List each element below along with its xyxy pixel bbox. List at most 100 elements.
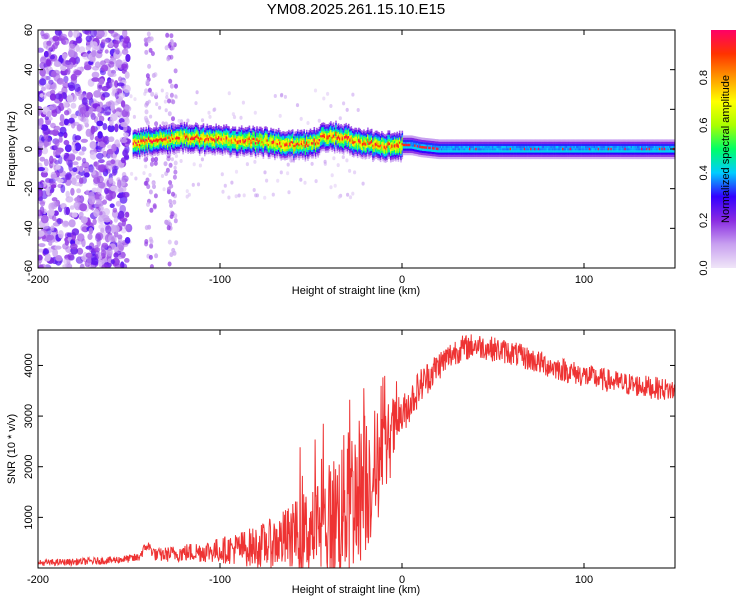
- ridge-cell: [409, 142, 411, 145]
- ridge-cell: [356, 134, 359, 137]
- ridge-cell: [137, 130, 140, 133]
- ridge-cell: [490, 145, 493, 149]
- ridge-cell: [150, 145, 153, 148]
- ridge-cell: [428, 140, 430, 143]
- ridge-cell: [370, 130, 373, 134]
- ridge-cell: [290, 136, 293, 139]
- ridge-cell: [358, 138, 360, 141]
- ridge-cell: [242, 149, 244, 152]
- ridge-cell: [465, 145, 467, 149]
- ridge-cell: [494, 141, 497, 144]
- ridge-cell: [369, 129, 372, 132]
- ridge-cell: [504, 139, 507, 142]
- ridge-cell: [512, 150, 514, 153]
- ridge-cell: [337, 147, 340, 150]
- ridge-cell: [336, 124, 339, 127]
- faint-cell: [213, 107, 217, 112]
- ridge-cell: [499, 139, 502, 142]
- ridge-cell: [388, 145, 391, 148]
- ridge-cell: [135, 151, 137, 154]
- ridge-cell: [161, 152, 164, 155]
- ridge-cell: [355, 143, 358, 146]
- ridge-cell: [184, 139, 187, 142]
- faint-cell: [148, 173, 152, 177]
- ridge-cell: [349, 144, 351, 147]
- sparse-cell: [171, 191, 175, 197]
- ridge-cell: [491, 150, 494, 153]
- ridge-cell: [258, 150, 261, 153]
- ridge-cell: [390, 160, 392, 163]
- ridge-cell: [402, 137, 405, 140]
- ridge-cell: [356, 142, 359, 145]
- noise-cell: [49, 181, 57, 187]
- ridge-cell: [513, 156, 516, 160]
- noise-cell: [98, 181, 106, 189]
- ridge-cell: [251, 152, 253, 155]
- ridge-cell: [133, 153, 136, 156]
- ridge-cell: [275, 131, 277, 134]
- ridge-cell: [317, 155, 319, 158]
- ridge-cell: [367, 131, 369, 135]
- ridge-cell: [304, 144, 307, 147]
- ridge-cell: [233, 146, 235, 149]
- ridge-cell: [322, 139, 325, 143]
- ridge-cell: [154, 153, 156, 156]
- ridge-cell: [494, 156, 497, 160]
- ridge-cell: [240, 140, 243, 143]
- ridge-cell: [410, 137, 412, 140]
- ridge-cell: [447, 139, 449, 142]
- ridge-cell: [220, 152, 223, 155]
- ridge-cell: [247, 142, 249, 145]
- peak-cell: [155, 138, 158, 141]
- ridge-cell: [347, 126, 350, 129]
- noise-cell: [108, 72, 117, 78]
- ridge-cell: [218, 144, 220, 147]
- ridge-cell: [349, 135, 351, 139]
- ridge-cell: [330, 134, 332, 137]
- ridge-cell: [382, 135, 384, 138]
- ridge-cell: [354, 138, 356, 141]
- ridge-cell: [196, 149, 198, 152]
- ridge-cell: [463, 156, 466, 160]
- ridge-cell: [388, 134, 391, 138]
- ridge-cell: [221, 153, 224, 156]
- faint-cell: [162, 187, 166, 192]
- ridge-cell: [276, 151, 279, 154]
- ridge-cell: [331, 149, 333, 152]
- ridge-cell: [251, 132, 253, 136]
- ridge-cell: [377, 138, 379, 141]
- ridge-cell: [261, 149, 263, 152]
- ridge-cell: [209, 127, 211, 130]
- ridge-cell: [298, 138, 300, 141]
- ridge-cell: [330, 136, 332, 139]
- ridge-cell: [339, 133, 341, 137]
- ridge-cell: [481, 156, 484, 160]
- ridge-cell: [415, 142, 418, 146]
- ridge-cell: [430, 147, 433, 150]
- ridge-cell: [503, 154, 505, 157]
- ridge-cell: [261, 127, 263, 131]
- ridge-cell: [495, 145, 498, 149]
- ridge-cell: [444, 143, 447, 146]
- ridge-cell: [260, 142, 262, 145]
- ridge-cell: [340, 134, 342, 138]
- ridge-cell: [466, 143, 468, 146]
- ridge-cell: [393, 156, 396, 159]
- ridge-cell: [330, 123, 332, 126]
- ridge-cell: [430, 156, 433, 159]
- ridge-cell: [163, 140, 165, 143]
- ridge-cell: [220, 143, 223, 146]
- ridge-cell: [206, 139, 209, 142]
- ridge-cell: [230, 128, 233, 131]
- ridge-cell: [400, 149, 402, 152]
- ridge-cell: [440, 143, 443, 146]
- peak-cell: [332, 134, 335, 137]
- ridge-cell: [444, 141, 447, 144]
- ridge-cell: [200, 144, 202, 148]
- ridge-cell: [386, 150, 388, 154]
- ridge-cell: [249, 133, 252, 136]
- noise-cell: [113, 159, 122, 167]
- ridge-cell: [139, 148, 141, 151]
- ridge-cell: [365, 143, 368, 146]
- ridge-cell: [293, 153, 295, 156]
